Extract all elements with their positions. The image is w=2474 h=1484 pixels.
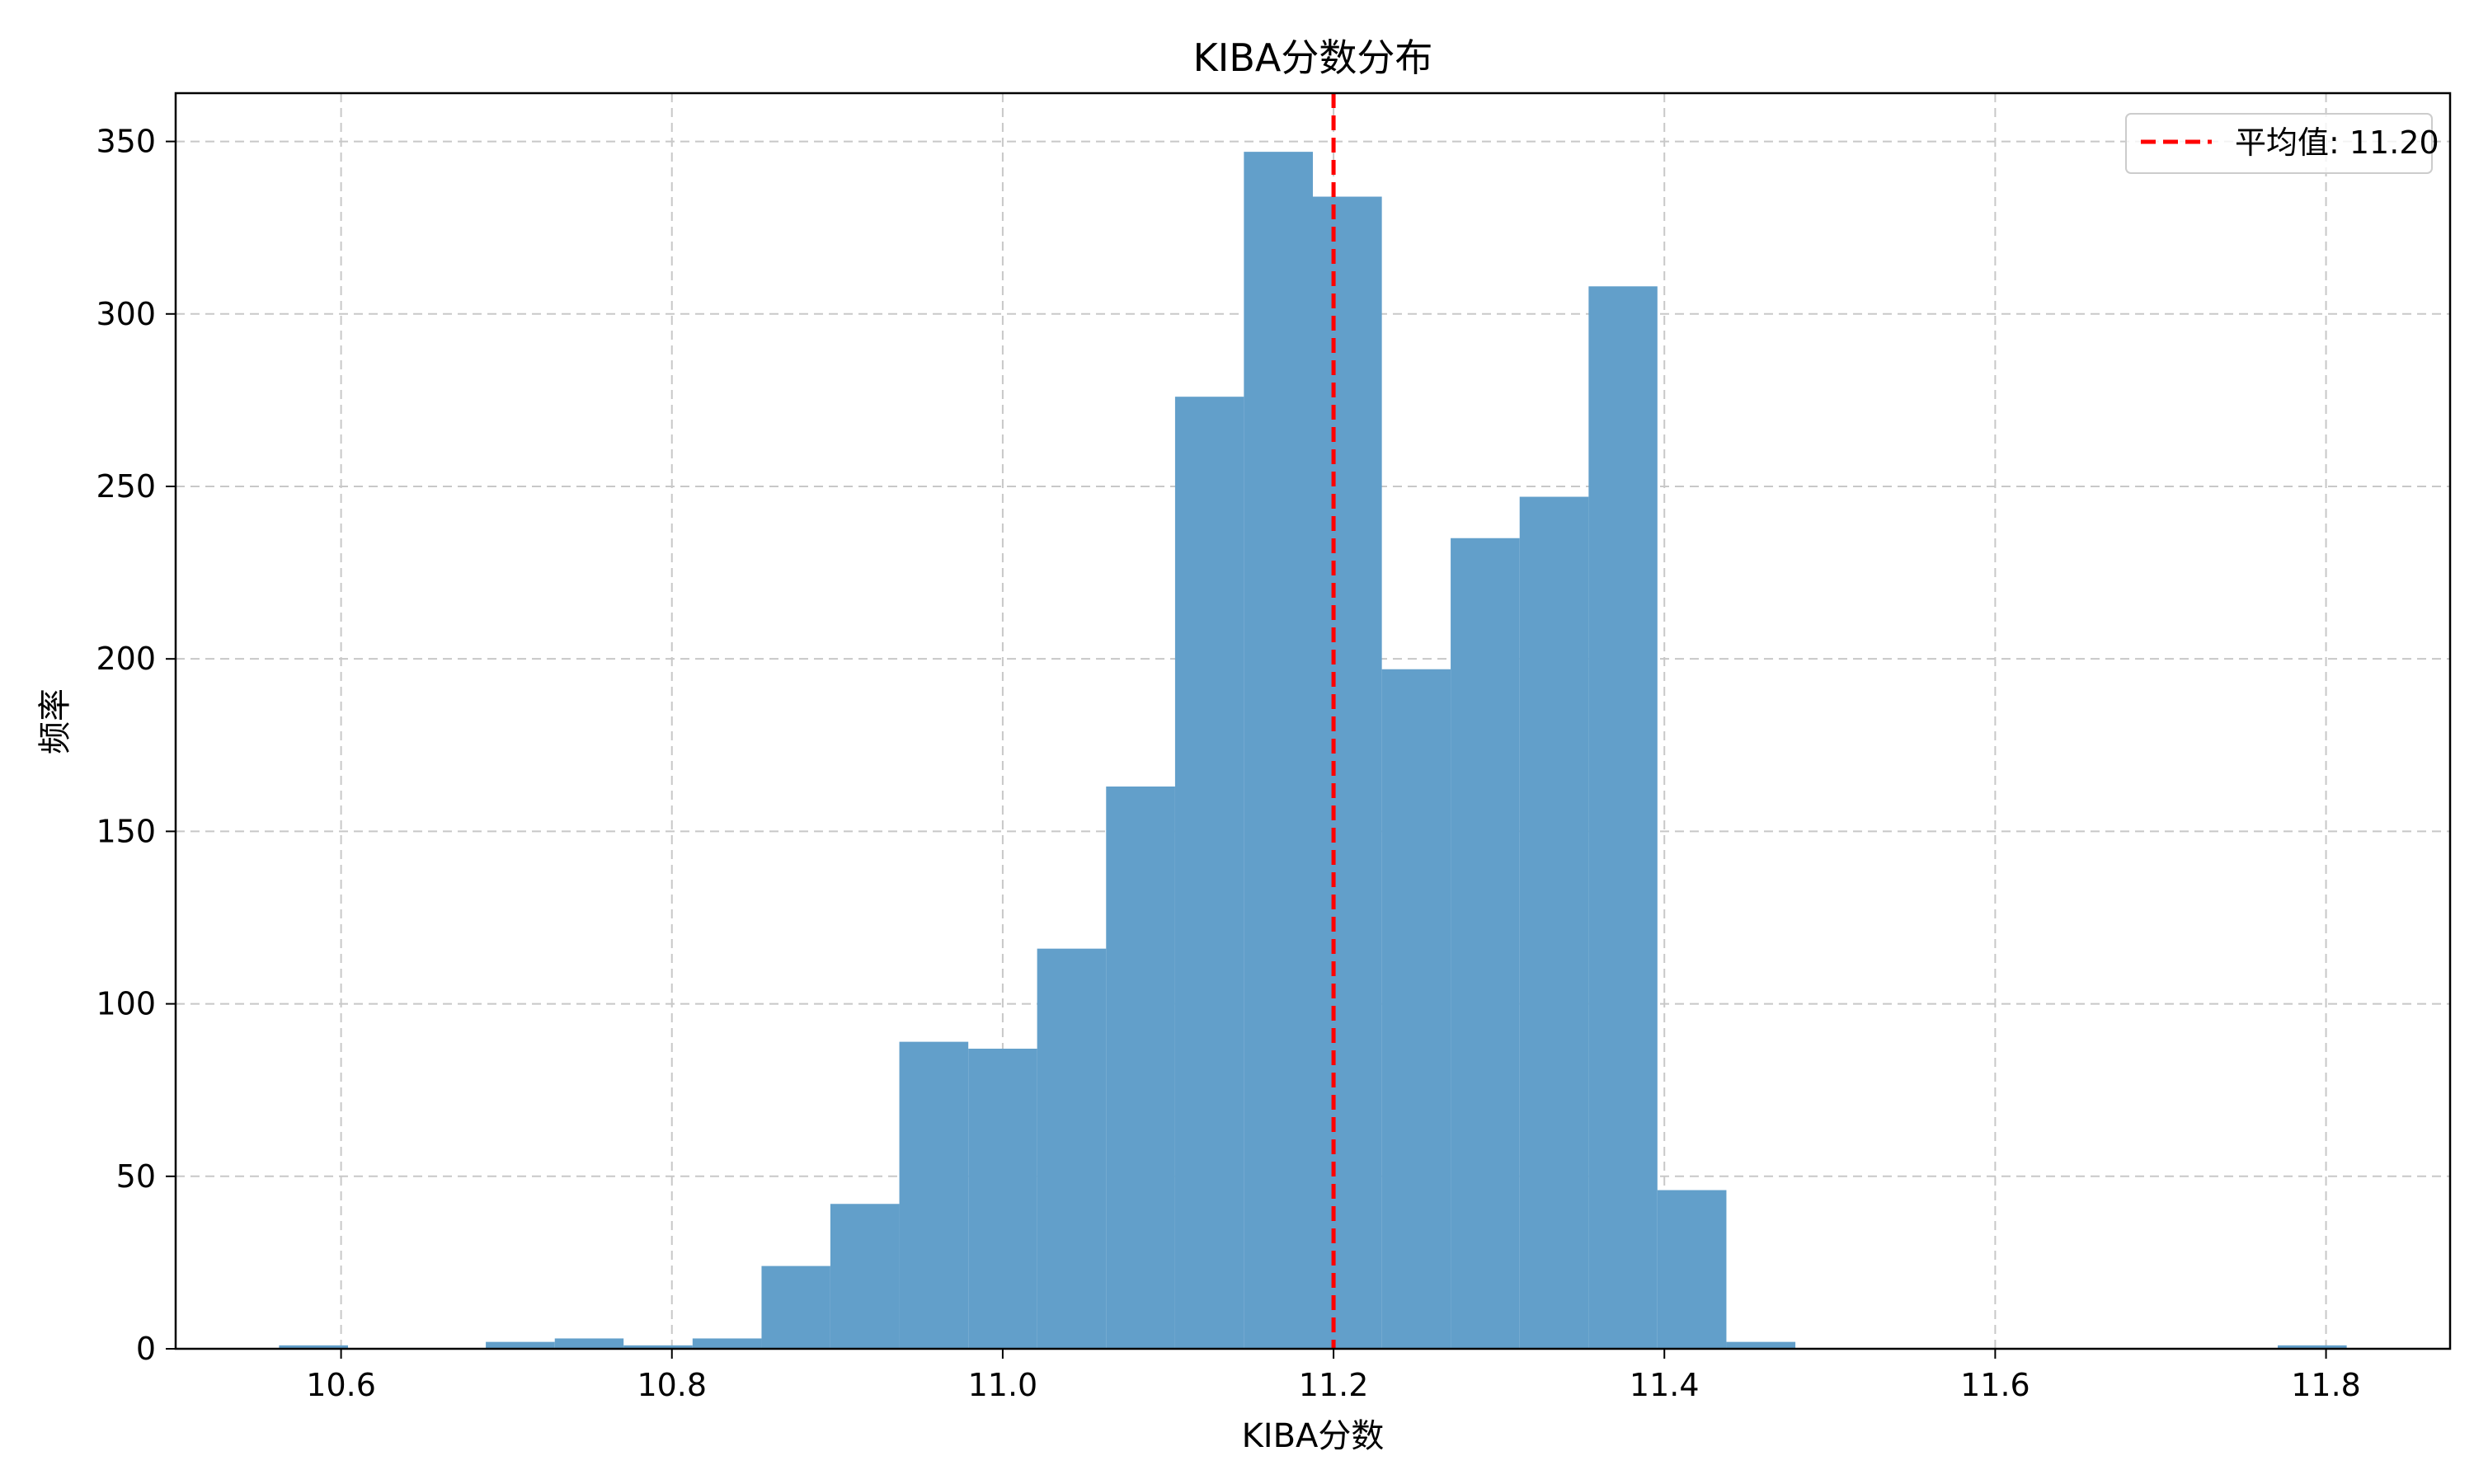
histogram-bar [1657, 1190, 1727, 1349]
histogram-bar [1174, 397, 1244, 1350]
histogram-bar [1381, 669, 1451, 1349]
histogram-bar [279, 1345, 349, 1349]
x-tick-label: 11.4 [1630, 1367, 1700, 1403]
y-tick-label: 150 [96, 813, 156, 849]
histogram-bar [761, 1266, 830, 1349]
histogram-bars [279, 152, 2347, 1350]
legend: 平均值: 11.20 [2125, 113, 2439, 174]
histogram-bar [830, 1204, 900, 1349]
y-tick-label: 200 [96, 641, 156, 677]
histogram-bar [1313, 196, 1382, 1349]
y-tick-label: 50 [116, 1158, 156, 1195]
x-tick-label: 10.8 [637, 1367, 707, 1403]
y-tick-label: 250 [96, 468, 156, 505]
y-tick-label: 350 [96, 124, 156, 160]
y-tick-label: 0 [136, 1331, 156, 1367]
x-tick-label: 11.8 [2291, 1367, 2361, 1403]
histogram-bar [1451, 538, 1520, 1349]
x-tick-label: 11.6 [1960, 1367, 2030, 1403]
histogram-bar [486, 1341, 555, 1349]
x-axis-label: KIBA分数 [1242, 1417, 1385, 1455]
histogram-bar [2277, 1345, 2347, 1349]
x-tick-label: 11.2 [1299, 1367, 1369, 1403]
legend-mean-label: 平均值: 11.20 [2235, 124, 2439, 161]
histogram-bar [692, 1338, 762, 1349]
y-tick-label: 300 [96, 296, 156, 332]
x-tick-label: 11.0 [968, 1367, 1038, 1403]
y-axis-ticks: 0 50 100 150 200 250 300 350 [96, 124, 176, 1367]
histogram-bar [1037, 948, 1107, 1349]
histogram-bar [1588, 286, 1658, 1350]
histogram-bar [1519, 496, 1589, 1350]
y-axis-label: 频率 [36, 688, 74, 754]
histogram-bar [623, 1345, 693, 1349]
plot-frame [174, 92, 2452, 1350]
histogram-bar [1244, 152, 1313, 1349]
histogram-bar [1726, 1341, 1796, 1349]
x-axis-ticks: 10.6 10.8 11.0 11.2 11.4 11.6 11.8 [306, 1349, 2361, 1403]
histogram-bar [968, 1048, 1037, 1349]
histogram-bar [1106, 786, 1175, 1349]
histogram-bar [899, 1041, 969, 1349]
x-tick-label: 10.6 [306, 1367, 376, 1403]
y-tick-label: 100 [96, 986, 156, 1022]
chart-title: KIBA分数分布 [1193, 35, 1433, 80]
legend-box [2125, 113, 2433, 174]
histogram-bar [554, 1338, 624, 1349]
